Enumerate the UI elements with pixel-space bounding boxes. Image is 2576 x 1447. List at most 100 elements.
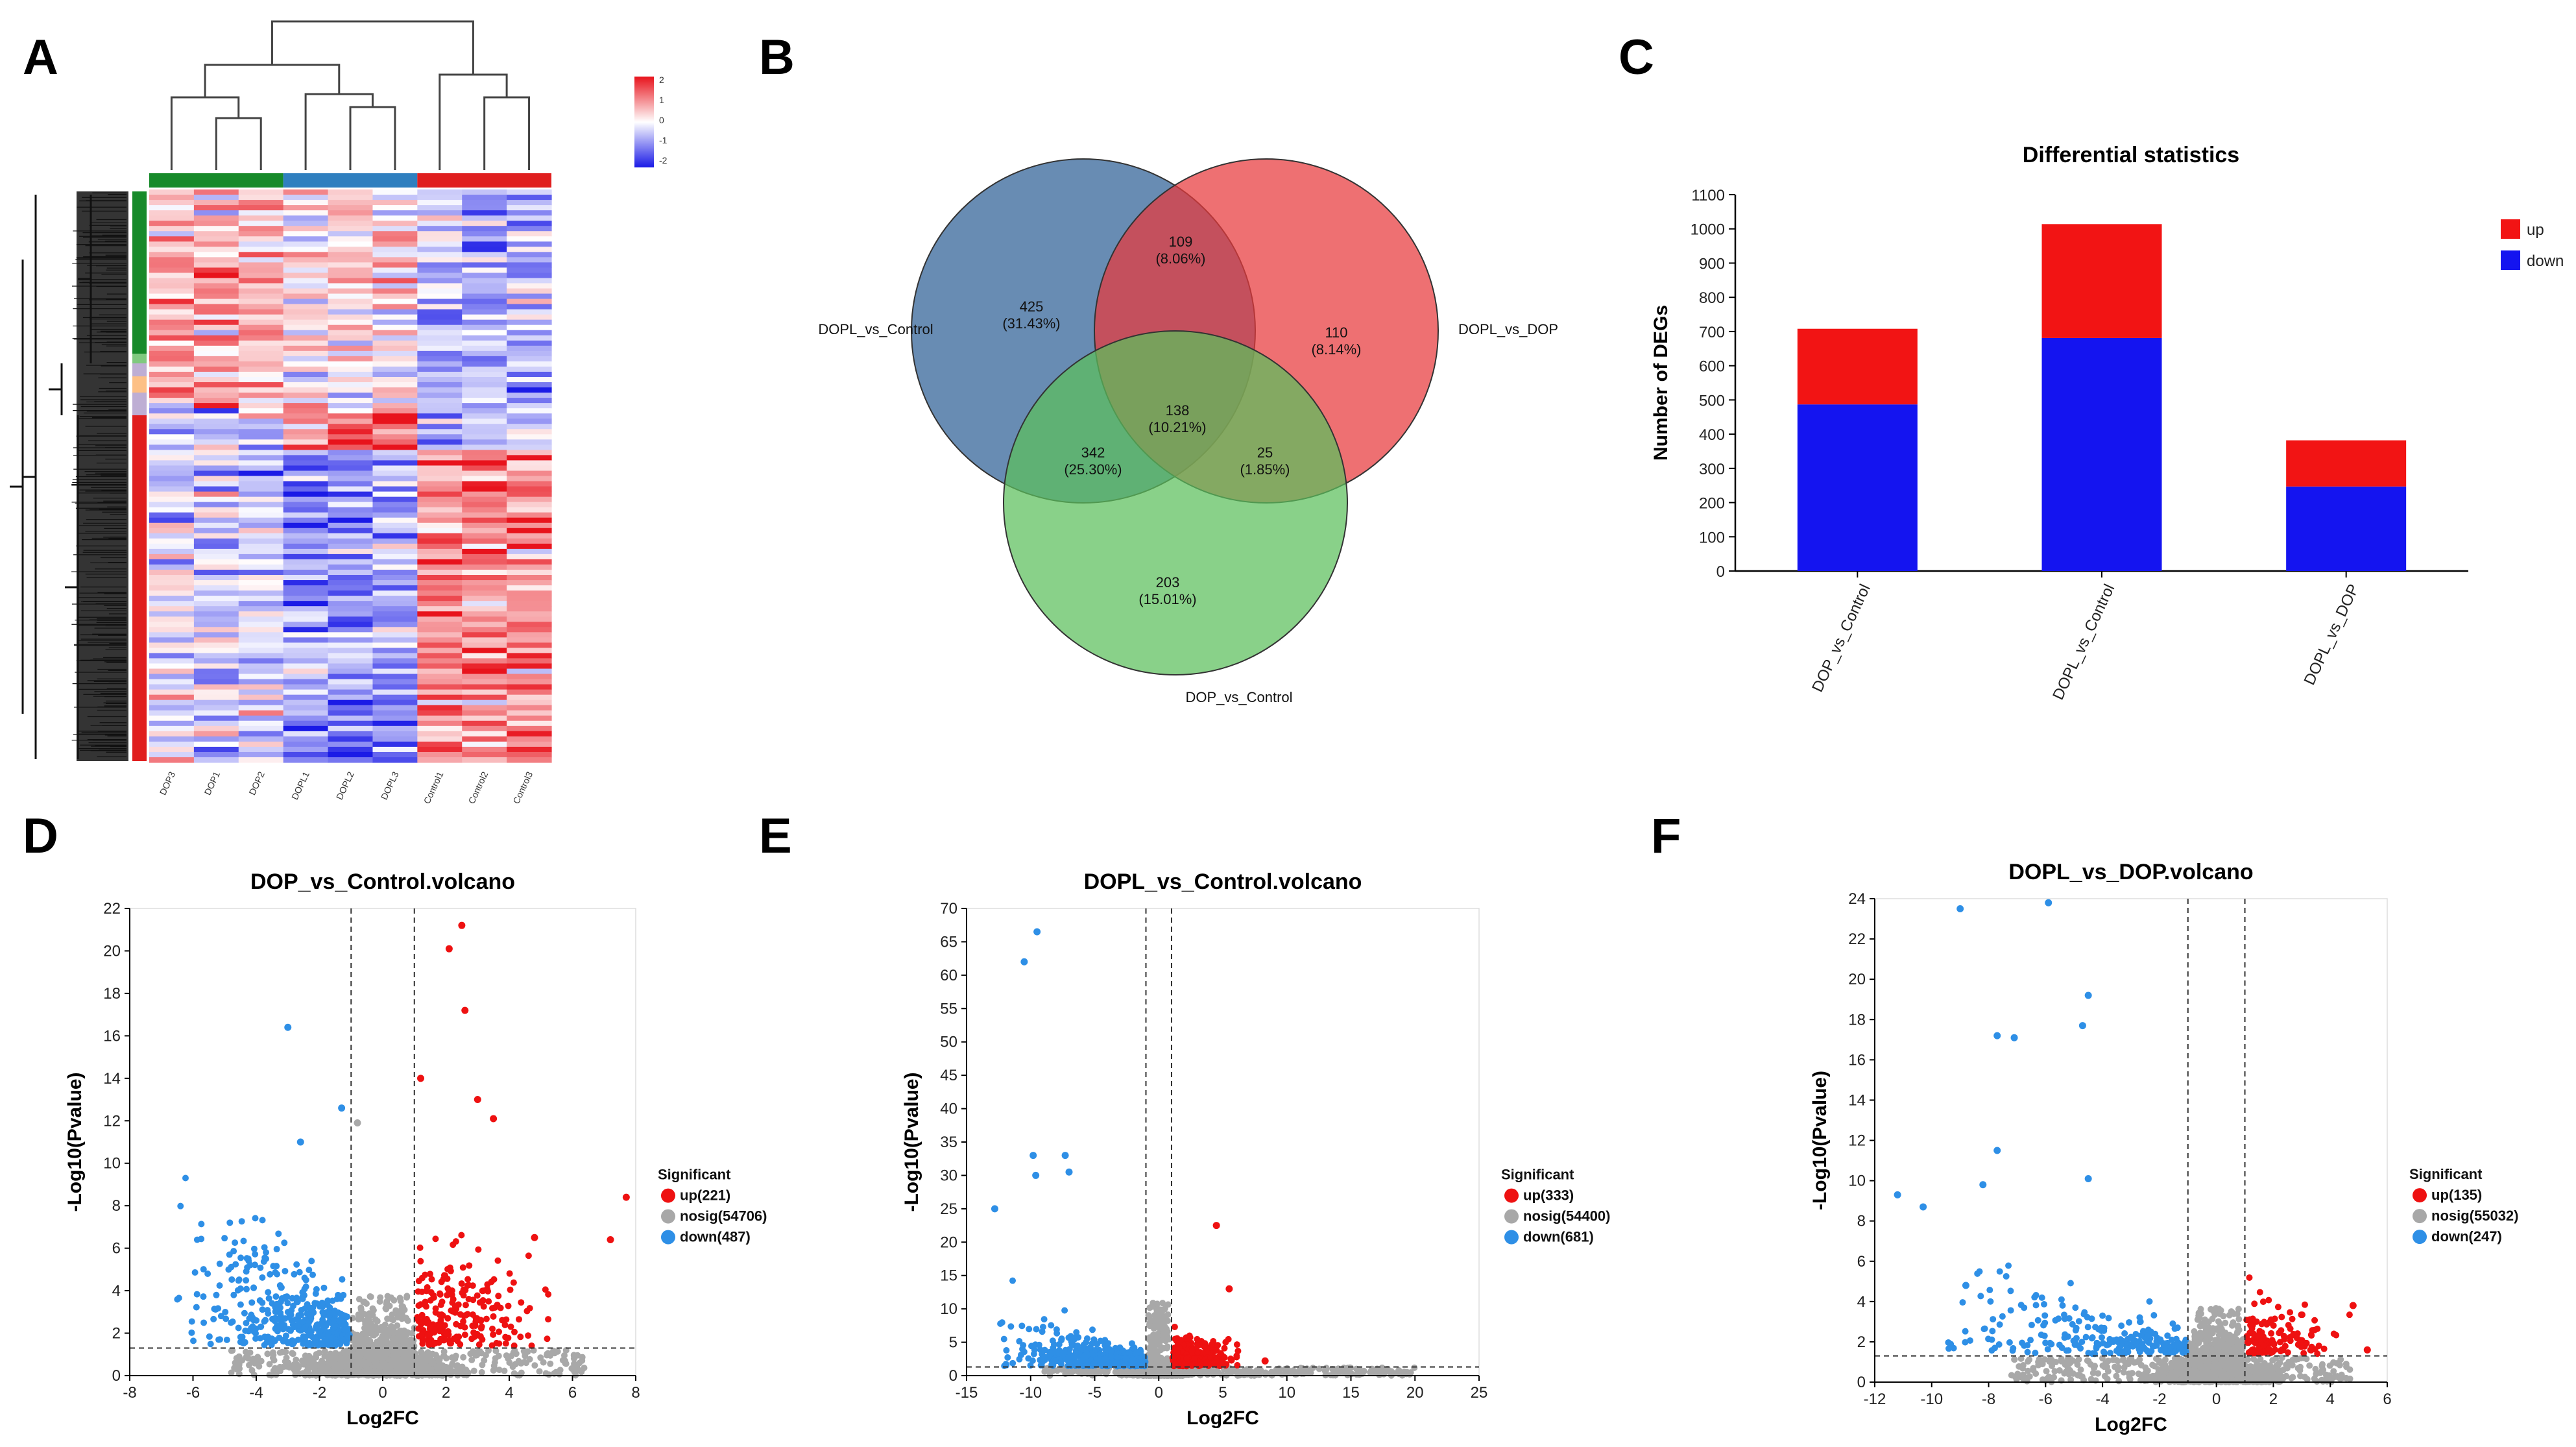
up-point [419, 1340, 426, 1347]
heatmap-cell [507, 283, 552, 289]
nosig-point [245, 1355, 252, 1362]
heatmap-cell [193, 293, 239, 300]
heatmap-cell [149, 684, 195, 690]
heatmap-cell [462, 548, 507, 555]
nosig-point [540, 1359, 547, 1366]
down-point [198, 1221, 205, 1228]
heatmap-cell [238, 200, 284, 206]
heatmap-cell [193, 481, 239, 487]
heatmap-cell [238, 309, 284, 315]
heatmap-cell [149, 247, 195, 252]
heatmap-cell [372, 684, 418, 690]
heatmap-cell [328, 596, 374, 602]
heatmap-cell [149, 195, 195, 201]
color-scale-bar: 210-1-2 [634, 75, 668, 167]
heatmap-panel: 210-1-2 DOP3 DOP1 DOP2 DOPL1 DOPL2 DOPL3 Contr… [10, 20, 668, 805]
heatmap-cell [283, 429, 329, 435]
down-point [250, 1284, 258, 1291]
heatmap-cell [238, 356, 284, 362]
down-point [339, 1276, 346, 1283]
heatmap-cell [193, 694, 239, 701]
heatmap-cell [283, 689, 329, 696]
up-point [465, 1296, 472, 1303]
dendrogram-branch [349, 106, 396, 170]
heatmap-cell [283, 273, 329, 279]
heatmap-cell [238, 455, 284, 461]
heatmap-cell [193, 751, 239, 758]
cluster-bar-segment [132, 376, 147, 393]
down-point [278, 1284, 285, 1291]
heatmap-cell [149, 481, 195, 487]
heatmap-cell [238, 205, 284, 211]
heatmap-cell [283, 283, 329, 289]
heatmap-cell [193, 622, 239, 627]
heatmap-cell [283, 575, 329, 581]
panel-label-a: A [23, 30, 58, 85]
heatmap-cell [149, 393, 195, 398]
heatmap-cell [238, 741, 284, 748]
heatmap-cell [149, 596, 195, 602]
heatmap-cell [328, 455, 374, 461]
heatmap-cell [193, 590, 239, 596]
legend-label-down: down [2527, 252, 2564, 270]
down-point [237, 1333, 244, 1341]
heatmap-cell [372, 528, 418, 534]
down-point [248, 1311, 255, 1319]
heatmap-cell [372, 429, 418, 435]
heatmap-cell [193, 601, 239, 607]
heatmap-cell [417, 668, 463, 675]
panel-label-b: B [759, 30, 795, 85]
heatmap-cell [283, 455, 329, 461]
down-point [232, 1239, 239, 1246]
down-point [200, 1319, 208, 1326]
heatmap-cell [417, 304, 463, 310]
heatmap-cell [417, 580, 463, 586]
up-point [469, 1311, 476, 1318]
heatmap-cell [328, 439, 374, 445]
down-point [300, 1326, 307, 1333]
down-point [300, 1340, 307, 1347]
heatmap-cell [417, 419, 463, 424]
heatmap-cell [462, 632, 507, 638]
heatmap-cell [238, 361, 284, 367]
heatmap-cell [417, 502, 463, 508]
group-bar-dopl [283, 173, 418, 188]
heatmap-cell [462, 387, 507, 393]
up-point [418, 1274, 426, 1282]
heatmap-cell [328, 267, 374, 274]
heatmap-cell [238, 393, 284, 398]
outlier-point [531, 1234, 538, 1241]
heatmap-cell [149, 205, 195, 211]
heatmap-cell [193, 298, 239, 305]
heatmap-cell [149, 340, 195, 347]
heatmap-cell [238, 601, 284, 607]
heatmap-cell [149, 642, 195, 648]
up-point [506, 1270, 513, 1277]
heatmap-cell [238, 590, 284, 596]
down-point [296, 1269, 303, 1276]
nosig-point [440, 1348, 448, 1356]
heatmap-cell [462, 361, 507, 367]
venn-region-count: 110 [1325, 324, 1347, 341]
heatmap-cell [193, 195, 239, 201]
up-point [480, 1303, 487, 1310]
up-point [479, 1287, 486, 1295]
down-point [188, 1318, 195, 1325]
heatmap-cell [149, 496, 195, 503]
heatmap-cell [328, 419, 374, 424]
heatmap-cell [238, 481, 284, 487]
down-point [175, 1295, 182, 1302]
up-point [417, 1258, 424, 1265]
heatmap-cell [462, 736, 507, 742]
y-tick-label: 500 [1699, 392, 1725, 409]
heatmap-cell [372, 371, 418, 378]
heatmap-cell [462, 585, 507, 591]
heatmap-cell [238, 757, 284, 763]
heatmap-cell [283, 195, 329, 201]
nosig-point [316, 1350, 323, 1357]
heatmap-cell [328, 585, 374, 591]
heatmap-cell [283, 502, 329, 508]
up-point [441, 1272, 448, 1280]
heatmap-cell [462, 398, 507, 404]
heatmap-cell [372, 751, 418, 758]
